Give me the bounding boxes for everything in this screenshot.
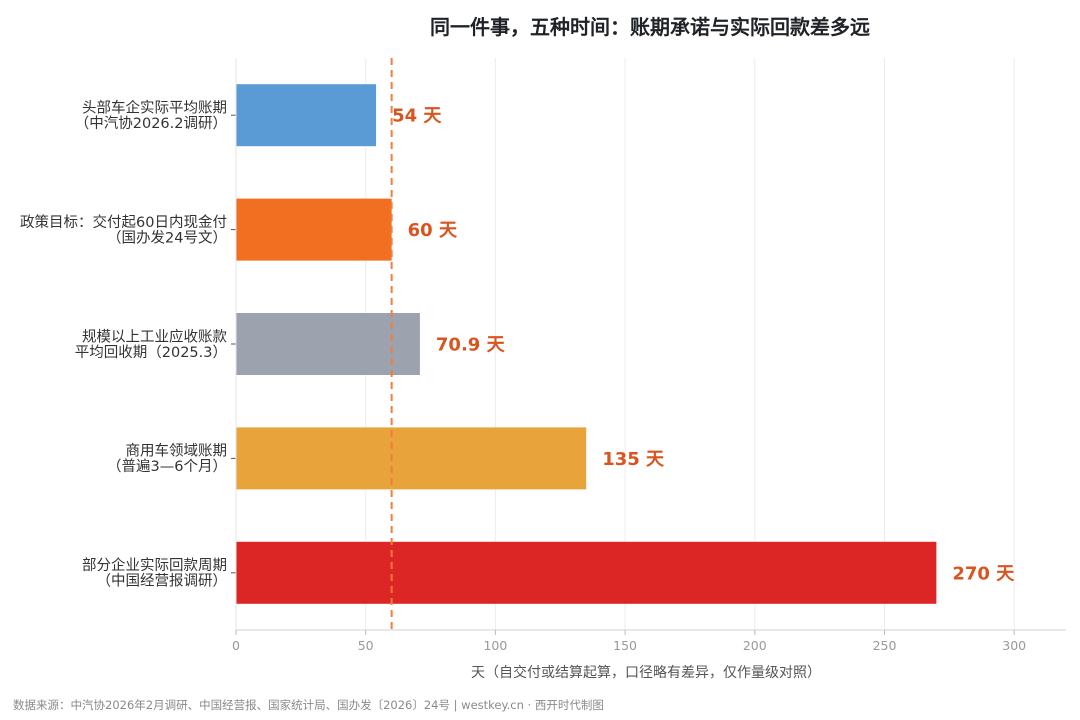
grid-lines [365,58,1015,630]
category-label: 政策目标：交付起60日内现金付 [20,213,227,231]
value-label: 70.9 天 [436,335,506,356]
x-tick-label: 0 [232,638,240,653]
bar [236,313,420,375]
bars [236,84,937,604]
bar [236,541,937,604]
category-label: 平均回收期（2025.3） [75,344,227,361]
category-label: （中汽协2026.2调研） [75,115,227,132]
category-labels: 头部车企实际平均账期（中汽协2026.2调研） 政策目标：交付起60日内现金付（国… [20,98,236,590]
value-label: 270 天 [952,563,1015,584]
category-label: （国办发24号文） [107,229,227,246]
value-label: 60 天 [408,220,458,241]
x-axis-label: 天（自交付或结算起算，口径略有差异，仅作量级对照） [471,664,821,681]
value-labels: 54 天 60 天 70.9 天 135 天 270 天 [392,106,1015,585]
bar [236,84,377,147]
category-label: 部分企业实际回款周期 [82,556,227,574]
value-label: 54 天 [392,106,442,127]
category-label: 头部车企实际平均账期 [82,98,227,116]
bar [236,427,587,490]
x-tick-label: 100 [483,638,507,653]
chart-title: 同一件事，五种时间：账期承诺与实际回款差多远 [430,15,870,39]
x-axis: 0 50 100 150 200 250 300 [232,58,1066,653]
category-label: 商用车领域账期 [126,443,228,460]
x-tick-label: 250 [873,638,897,653]
category-label: （中国经营报调研） [97,573,228,590]
x-tick-label: 50 [358,638,374,653]
source-footer: 数据来源：中汽协2026年2月调研、中国经营报、国家统计局、国办发〔2026〕2… [13,698,604,712]
category-label: （普遍3—6个月） [107,458,227,475]
x-tick-label: 200 [743,638,767,653]
x-tick-label: 300 [1002,638,1026,653]
bar [236,198,392,261]
x-tick-label: 150 [613,638,637,653]
value-label: 135 天 [602,449,665,470]
category-label: 规模以上工业应收账款 [82,327,227,345]
